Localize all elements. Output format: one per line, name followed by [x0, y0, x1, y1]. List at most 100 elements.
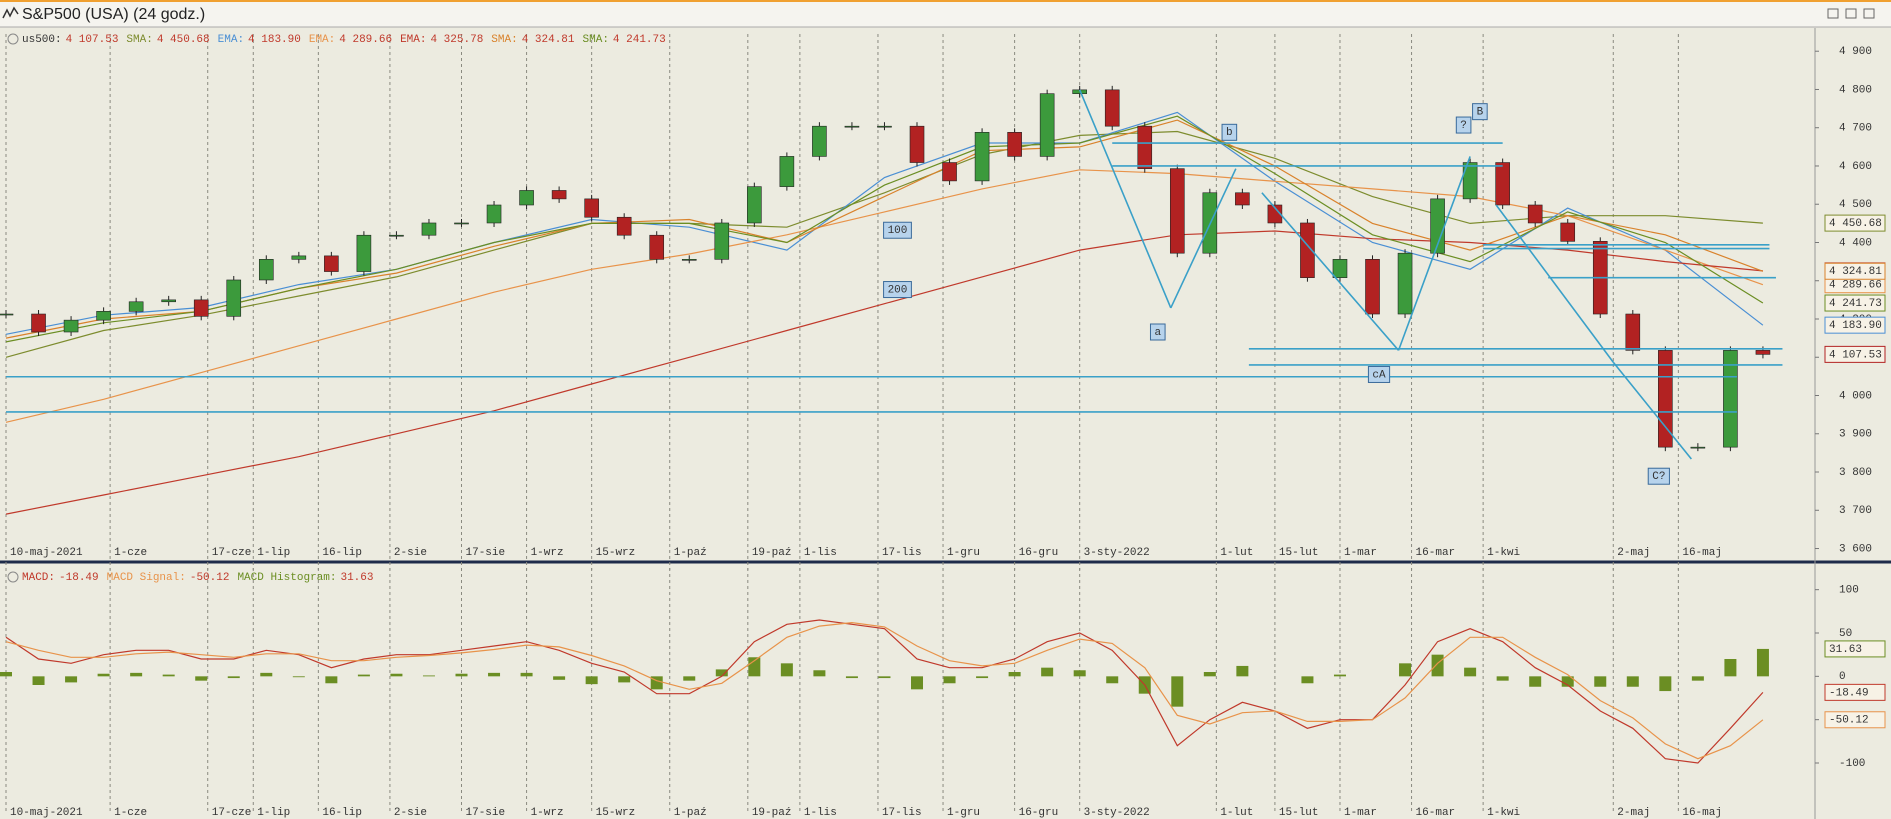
candle [1300, 222, 1315, 278]
histogram-bar [1756, 648, 1769, 677]
candle [161, 299, 176, 303]
histogram-bar [618, 676, 631, 683]
minimize-button[interactable] [1827, 8, 1839, 19]
x-tick-label: 1-cze [114, 547, 147, 559]
histogram-bar [130, 672, 143, 677]
histogram-bar [813, 670, 826, 677]
legend-value: 31.63 [340, 572, 373, 584]
legend-name: MACD Signal: [107, 572, 186, 584]
annotation-box [883, 281, 912, 299]
x-tick-label: 2-maj [1617, 547, 1650, 559]
y-tick-label: 3 800 [1839, 467, 1872, 479]
annotation-box [1647, 467, 1670, 485]
settings-icon[interactable] [7, 33, 19, 45]
candle [324, 255, 339, 272]
x-tick-label: 2-sie [394, 547, 427, 559]
legend-value: 4 450.68 [157, 34, 210, 46]
last-value-box [1824, 345, 1886, 363]
y-tick-label: 4 500 [1839, 199, 1872, 211]
trendline [1495, 204, 1614, 363]
trendline [1397, 156, 1471, 351]
annotation-label: C? [1652, 471, 1665, 483]
x-tick-label: 15-wrz [596, 807, 636, 819]
trendline [1170, 168, 1237, 309]
settings-icon[interactable] [7, 571, 19, 583]
x-tick-label: 1-lis [804, 547, 837, 559]
last-value-box [1824, 214, 1886, 232]
last-value-box [1824, 316, 1886, 334]
histogram-bar [1529, 676, 1542, 687]
legend-name: SMA: [583, 34, 609, 46]
x-tick-label: 16-maj [1682, 807, 1722, 819]
x-tick-label: 1-kwi [1487, 807, 1520, 819]
candle [356, 234, 372, 272]
candle [616, 216, 632, 236]
close-button[interactable] [1863, 8, 1875, 19]
y-tick-label: 3 600 [1839, 543, 1872, 555]
candle [1332, 259, 1348, 278]
histogram-bar [1724, 659, 1737, 677]
histogram-bar [0, 672, 12, 677]
x-tick-label: 15-wrz [596, 547, 636, 559]
legend-value: 4 324.81 [522, 34, 575, 46]
trendline [1078, 89, 1172, 309]
annotation-label: cA [1372, 369, 1386, 381]
candle [1495, 162, 1510, 206]
candle [1560, 222, 1576, 242]
y-tick-label: 4 700 [1839, 123, 1872, 135]
x-tick-label: 19-paź [752, 547, 792, 559]
trendline [1612, 361, 1692, 460]
last-value-box [1824, 294, 1886, 312]
x-tick-label: 10-maj-2021 [10, 547, 83, 559]
histogram-bar [260, 672, 273, 677]
y-tick-label: 4 400 [1839, 237, 1872, 249]
candle [486, 204, 502, 224]
histogram-bar [845, 676, 858, 679]
candle [747, 186, 762, 224]
candle [649, 234, 665, 260]
x-tick-label: 2-sie [394, 807, 427, 819]
last-value-label: 4 324.81 [1829, 266, 1882, 278]
histogram-bar [422, 675, 435, 677]
x-tick-label: 17-lis [882, 547, 922, 559]
candle [1625, 313, 1641, 351]
legend-value: 4 241.73 [613, 34, 666, 46]
legend: us500: 4 107.53 SMA: 4 450.68 EMA: 4 183.90 EM… [22, 34, 666, 46]
histogram-bar [1626, 676, 1639, 687]
legend-name: EMA: [218, 34, 244, 46]
legend: MACD: -18.49 MACD Signal: -50.12 MACD Histog… [22, 572, 374, 584]
histogram-bar [488, 672, 501, 677]
last-value-label: 31.63 [1829, 644, 1862, 656]
candle [1723, 350, 1738, 448]
last-value-box [1824, 711, 1886, 729]
histogram-bar [162, 674, 175, 677]
histogram-bar [1464, 667, 1477, 677]
candle [128, 301, 144, 312]
x-tick-label: 16-maj [1682, 547, 1722, 559]
candle [1462, 162, 1478, 200]
last-value-label: -50.12 [1829, 715, 1869, 727]
last-value-box [1824, 683, 1886, 701]
line-series [5, 115, 1764, 343]
annotation-label: 100 [888, 225, 908, 237]
annotation-label: 200 [888, 284, 908, 296]
annotation-label: a [1154, 327, 1161, 339]
x-tick-label: 1-wrz [531, 807, 564, 819]
y-tick-label: 0 [1839, 671, 1846, 683]
y-tick-label: 50 [1839, 628, 1852, 640]
histogram-bar [1691, 676, 1704, 681]
histogram-bar [585, 676, 598, 685]
candle [454, 222, 469, 225]
restore-button[interactable] [1845, 8, 1857, 19]
annotation-box [1455, 116, 1472, 134]
candle [1527, 204, 1543, 224]
x-tick-label: 1-cze [114, 807, 147, 819]
annotation-box [1221, 123, 1238, 141]
candle [844, 125, 860, 128]
x-tick-label: 2-maj [1617, 807, 1650, 819]
histogram-bar [32, 676, 45, 685]
legend-name: SMA: [126, 34, 152, 46]
x-tick-label: 1-wrz [531, 547, 564, 559]
histogram-bar [715, 669, 728, 677]
candle [1007, 132, 1022, 157]
